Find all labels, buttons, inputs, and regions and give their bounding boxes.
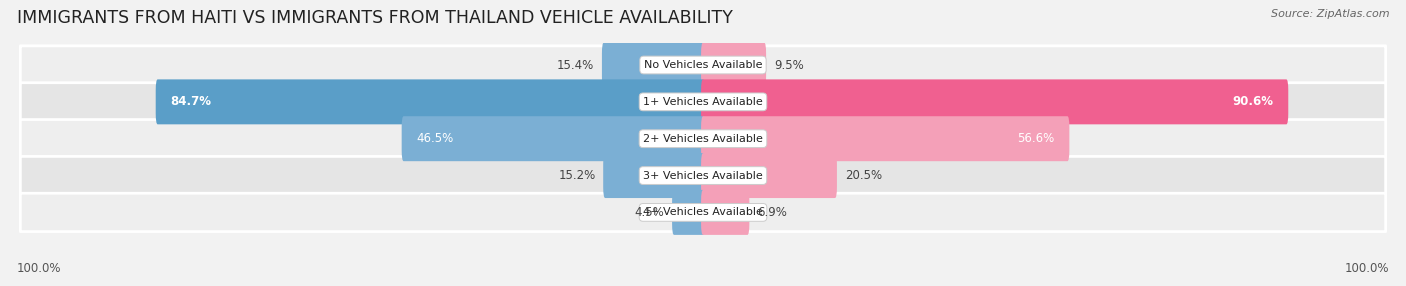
Text: No Vehicles Available: No Vehicles Available <box>644 60 762 70</box>
Text: 1+ Vehicles Available: 1+ Vehicles Available <box>643 97 763 107</box>
Text: 100.0%: 100.0% <box>17 262 62 275</box>
FancyBboxPatch shape <box>20 156 1386 195</box>
FancyBboxPatch shape <box>156 80 704 124</box>
Text: 90.6%: 90.6% <box>1233 95 1274 108</box>
FancyBboxPatch shape <box>603 153 704 198</box>
Text: 100.0%: 100.0% <box>1344 262 1389 275</box>
Text: 84.7%: 84.7% <box>170 95 211 108</box>
FancyBboxPatch shape <box>602 43 704 88</box>
Text: Source: ZipAtlas.com: Source: ZipAtlas.com <box>1271 9 1389 19</box>
FancyBboxPatch shape <box>702 43 766 88</box>
Text: 15.4%: 15.4% <box>557 59 595 72</box>
Text: 20.5%: 20.5% <box>845 169 882 182</box>
Text: 3+ Vehicles Available: 3+ Vehicles Available <box>643 170 763 180</box>
Text: 4.5%: 4.5% <box>634 206 665 219</box>
FancyBboxPatch shape <box>20 46 1386 84</box>
Text: 6.9%: 6.9% <box>756 206 787 219</box>
Text: 15.2%: 15.2% <box>558 169 596 182</box>
FancyBboxPatch shape <box>702 190 749 235</box>
FancyBboxPatch shape <box>402 116 704 161</box>
FancyBboxPatch shape <box>702 80 1288 124</box>
FancyBboxPatch shape <box>672 190 704 235</box>
Text: 56.6%: 56.6% <box>1018 132 1054 145</box>
FancyBboxPatch shape <box>20 193 1386 232</box>
FancyBboxPatch shape <box>702 116 1070 161</box>
Text: IMMIGRANTS FROM HAITI VS IMMIGRANTS FROM THAILAND VEHICLE AVAILABILITY: IMMIGRANTS FROM HAITI VS IMMIGRANTS FROM… <box>17 9 733 27</box>
Text: 4+ Vehicles Available: 4+ Vehicles Available <box>643 207 763 217</box>
Text: 46.5%: 46.5% <box>416 132 454 145</box>
Text: 9.5%: 9.5% <box>773 59 804 72</box>
FancyBboxPatch shape <box>702 153 837 198</box>
FancyBboxPatch shape <box>20 120 1386 158</box>
FancyBboxPatch shape <box>20 83 1386 121</box>
Text: 2+ Vehicles Available: 2+ Vehicles Available <box>643 134 763 144</box>
